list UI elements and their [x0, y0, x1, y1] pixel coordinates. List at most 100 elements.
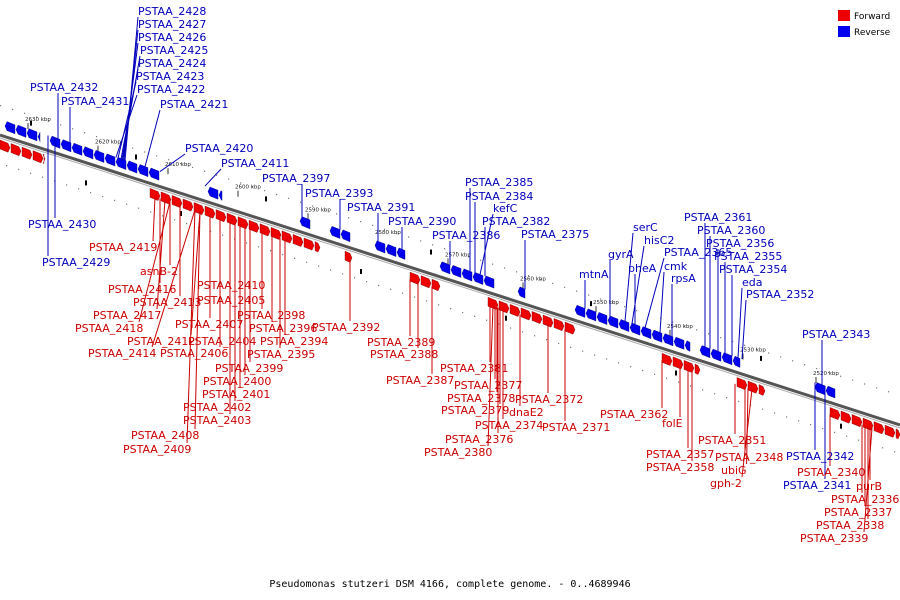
forward-gene-glyph[interactable] — [42, 153, 46, 164]
forward-gene-glyph[interactable] — [672, 356, 684, 370]
forward-gene-glyph[interactable] — [248, 219, 260, 233]
reverse-gene-label[interactable]: PSTAA_2354 — [719, 263, 787, 276]
reverse-gene-glyph[interactable] — [15, 124, 27, 138]
forward-gene-label[interactable]: PSTAA_2358 — [646, 461, 714, 474]
forward-gene-label[interactable]: PSTAA_2410 — [197, 279, 265, 292]
forward-gene-label[interactable]: PSTAA_2399 — [215, 362, 283, 375]
reverse-gene-label[interactable]: PSTAA_2343 — [802, 328, 870, 341]
reverse-gene-label[interactable]: PSTAA_2390 — [388, 215, 456, 228]
forward-gene-glyph[interactable] — [564, 321, 576, 335]
forward-gene-glyph[interactable] — [420, 275, 432, 289]
reverse-gene-label[interactable]: kefC — [493, 202, 518, 215]
forward-gene-label[interactable]: PSTAA_2418 — [75, 322, 143, 335]
forward-gene-label[interactable]: PSTAA_2389 — [367, 336, 435, 349]
forward-gene-glyph[interactable] — [553, 318, 565, 331]
forward-gene-label[interactable]: PSTAA_2374 — [475, 419, 543, 432]
forward-gene-glyph[interactable] — [32, 150, 44, 164]
reverse-gene-glyph[interactable] — [207, 186, 219, 200]
forward-gene-glyph[interactable] — [509, 304, 521, 317]
reverse-gene-glyph[interactable] — [93, 150, 105, 163]
forward-gene-glyph[interactable] — [303, 237, 315, 251]
reverse-gene-glyph[interactable] — [461, 268, 473, 282]
forward-gene-label[interactable]: PSTAA_2387 — [386, 374, 454, 387]
forward-gene-label[interactable]: folE — [662, 417, 683, 430]
forward-gene-glyph[interactable] — [851, 414, 863, 428]
forward-gene-glyph[interactable] — [21, 146, 33, 160]
forward-gene-glyph[interactable] — [736, 377, 748, 390]
reverse-gene-glyph[interactable] — [607, 315, 619, 329]
forward-gene-glyph[interactable] — [531, 311, 543, 324]
forward-gene-label[interactable]: PSTAA_2413 — [133, 296, 201, 309]
reverse-gene-label[interactable]: PSTAA_2431 — [61, 95, 129, 108]
reverse-gene-glyph[interactable] — [673, 336, 685, 350]
forward-gene-label[interactable]: PSTAA_2339 — [800, 532, 868, 545]
forward-gene-glyph[interactable] — [149, 188, 161, 201]
forward-gene-label[interactable]: PSTAA_2419 — [89, 241, 157, 254]
forward-gene-glyph[interactable] — [314, 241, 321, 253]
reverse-gene-glyph[interactable] — [385, 244, 397, 257]
forward-gene-label[interactable]: PSTAA_2362 — [600, 408, 668, 421]
reverse-gene-glyph[interactable] — [585, 308, 597, 322]
forward-gene-glyph[interactable] — [431, 278, 441, 292]
reverse-gene-glyph[interactable] — [4, 121, 16, 135]
forward-gene-label[interactable]: PSTAA_2348 — [715, 451, 783, 464]
forward-gene-label[interactable]: PSTAA_2378 — [447, 392, 515, 405]
forward-gene-glyph[interactable] — [884, 424, 896, 438]
forward-gene-label[interactable]: PSTAA_2398 — [237, 309, 305, 322]
reverse-gene-label[interactable]: PSTAA_2375 — [521, 228, 589, 241]
reverse-gene-label[interactable]: PSTAA_2432 — [30, 81, 98, 94]
forward-gene-label[interactable]: PSTAA_2408 — [131, 429, 199, 442]
reverse-gene-glyph[interactable] — [618, 319, 630, 332]
forward-gene-glyph[interactable] — [344, 250, 353, 263]
reverse-gene-label[interactable]: cmk — [664, 260, 688, 273]
forward-gene-label[interactable]: PSTAA_2381 — [440, 362, 508, 375]
forward-gene-glyph[interactable] — [694, 363, 701, 375]
forward-gene-label[interactable]: PSTAA_2337 — [824, 506, 892, 519]
reverse-gene-glyph[interactable] — [596, 312, 608, 325]
forward-gene-glyph[interactable] — [10, 143, 22, 157]
reverse-gene-label[interactable]: PSTAA_2382 — [482, 215, 550, 228]
forward-gene-label[interactable]: PSTAA_2351 — [698, 434, 766, 447]
forward-gene-label[interactable]: ubiG — [721, 464, 747, 477]
reverse-gene-label[interactable]: PSTAA_2360 — [697, 224, 765, 237]
reverse-gene-glyph[interactable] — [71, 142, 83, 156]
forward-gene-label[interactable]: PSTAA_2338 — [816, 519, 884, 532]
forward-gene-glyph[interactable] — [542, 314, 554, 328]
reverse-gene-glyph[interactable] — [825, 385, 836, 399]
reverse-gene-glyph[interactable] — [721, 352, 733, 366]
reverse-gene-glyph[interactable] — [472, 272, 484, 285]
forward-gene-label[interactable]: PSTAA_2412 — [127, 335, 195, 348]
forward-gene-label[interactable]: PSTAA_2340 — [797, 466, 865, 479]
reverse-gene-label[interactable]: PSTAA_2429 — [42, 256, 110, 269]
reverse-gene-label[interactable]: PSTAA_2397 — [262, 172, 330, 185]
forward-gene-glyph[interactable] — [829, 407, 841, 420]
forward-gene-glyph[interactable] — [182, 198, 194, 212]
reverse-gene-label[interactable]: PSTAA_2342 — [786, 450, 854, 463]
reverse-gene-glyph[interactable] — [218, 190, 223, 202]
reverse-gene-glyph[interactable] — [629, 322, 641, 336]
reverse-gene-glyph[interactable] — [148, 167, 160, 181]
forward-gene-label[interactable]: PSTAA_2401 — [202, 388, 270, 401]
forward-gene-label[interactable]: PSTAA_2395 — [247, 348, 315, 361]
reverse-gene-glyph[interactable] — [732, 355, 741, 368]
reverse-gene-label[interactable]: PSTAA_2386 — [432, 229, 500, 242]
reverse-gene-label[interactable]: PSTAA_2341 — [783, 479, 851, 492]
reverse-gene-glyph[interactable] — [574, 305, 586, 318]
forward-gene-label[interactable]: dnaE2 — [509, 406, 544, 419]
reverse-gene-label[interactable]: serC — [633, 221, 658, 234]
forward-gene-label[interactable]: PSTAA_2416 — [108, 283, 176, 296]
reverse-gene-label[interactable]: pheA — [628, 262, 657, 275]
reverse-gene-label[interactable]: rpsA — [671, 272, 696, 285]
reverse-gene-label[interactable]: PSTAA_2430 — [28, 218, 96, 231]
reverse-gene-label[interactable]: gyrA — [608, 248, 634, 261]
reverse-gene-label[interactable]: PSTAA_2361 — [684, 211, 752, 224]
reverse-gene-label[interactable]: mtnA — [579, 268, 609, 281]
reverse-gene-label[interactable]: PSTAA_2411 — [221, 157, 289, 170]
forward-gene-label[interactable]: PSTAA_2357 — [646, 448, 714, 461]
forward-gene-glyph[interactable] — [520, 307, 532, 321]
forward-gene-glyph[interactable] — [747, 380, 759, 394]
reverse-gene-glyph[interactable] — [37, 132, 41, 142]
reverse-gene-label[interactable]: hisC2 — [644, 234, 674, 247]
forward-gene-label[interactable]: PSTAA_2405 — [197, 294, 265, 307]
forward-gene-glyph[interactable] — [193, 202, 205, 215]
